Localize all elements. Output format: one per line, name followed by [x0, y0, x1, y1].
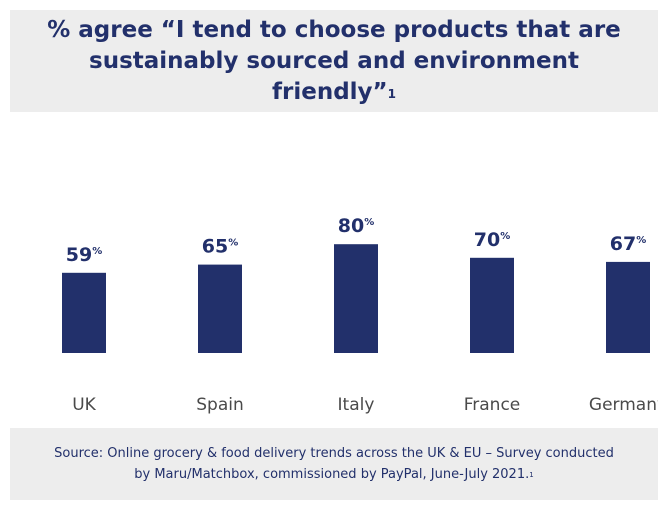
- bar-france: [470, 257, 514, 353]
- bar-uk: [62, 272, 106, 353]
- value-label-france: 70%: [474, 229, 510, 251]
- category-label-italy: Italy: [338, 395, 375, 415]
- bar-italy: [334, 244, 378, 353]
- category-label-france: France: [464, 395, 521, 415]
- category-label-uk: UK: [72, 395, 96, 415]
- bar-chart: 59% UK 65% Spain 80% Italy 70% France 67% Germany: [62, 215, 658, 415]
- value-label-italy: 80%: [338, 215, 374, 237]
- bar-germany: [606, 261, 650, 353]
- category-label-spain: Spain: [196, 395, 244, 415]
- bar-spain: [198, 264, 242, 353]
- chart-title: % agree “I tend to choose products that …: [29, 15, 639, 108]
- value-label-uk: 59%: [66, 244, 102, 266]
- value-label-spain: 65%: [202, 236, 238, 258]
- chart-area: 59% UK 65% Spain 80% Italy 70% France 67% Germany: [10, 112, 658, 428]
- chart-header: % agree “I tend to choose products that …: [10, 10, 658, 112]
- category-label-germany: Germany: [589, 395, 658, 415]
- value-label-germany: 67%: [610, 233, 646, 255]
- title-footnote-marker: 1: [387, 86, 397, 101]
- chart-title-text: % agree “I tend to choose products that …: [47, 16, 621, 105]
- source-note: Source: Online grocery & food delivery t…: [54, 443, 614, 485]
- source-footnote-marker: 1: [529, 471, 534, 479]
- source-text: Source: Online grocery & food delivery t…: [54, 446, 614, 482]
- chart-footer: Source: Online grocery & food delivery t…: [10, 428, 658, 500]
